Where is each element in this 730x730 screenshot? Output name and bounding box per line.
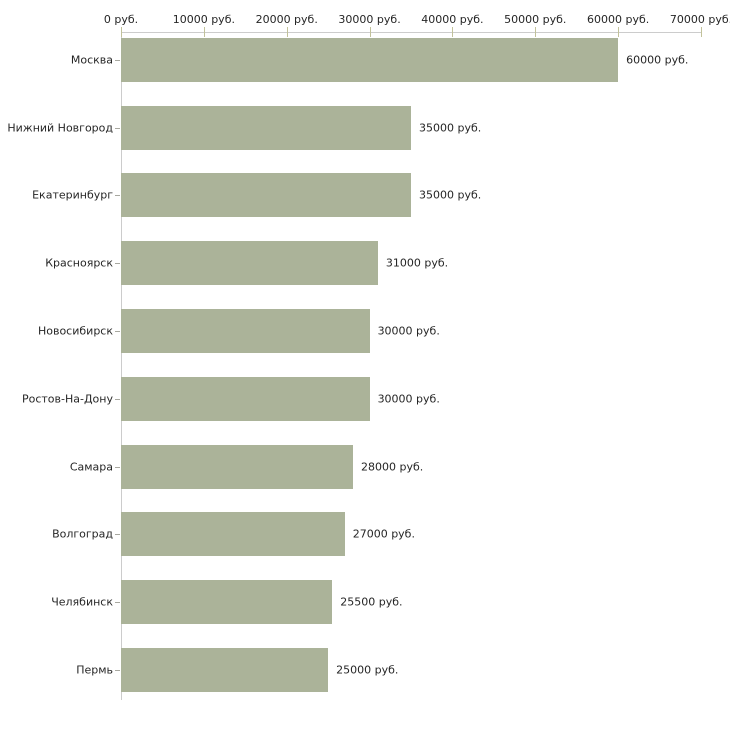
category-tick [115,534,120,536]
bar-row: Самара 28000 руб. [0,433,730,501]
x-tick-mark [121,27,122,37]
x-tick-mark [369,27,371,37]
category-tick [115,466,120,468]
category-label: Пермь [76,663,113,677]
x-tick-label: 50000 руб. [504,13,567,26]
x-tick-mark [203,27,205,37]
bar-row: Москва 60000 руб. [0,26,730,94]
bar-row: Красноярск 31000 руб. [0,229,730,297]
category-tick [115,59,120,61]
bar-row: Челябинск 25500 руб. [0,568,730,636]
bar [121,444,353,489]
value-label: 30000 руб. [377,324,440,338]
value-label: 35000 руб. [419,188,482,202]
bar [121,241,378,286]
category-tick [115,670,120,672]
x-tick-label: 40000 руб. [421,13,484,26]
category-label: Нижний Новгород [7,121,113,135]
x-tick-label: 70000 руб. [669,13,730,26]
bar-row: Ростов-На-Дону 30000 руб. [0,365,730,433]
category-tick [115,331,120,333]
bar [121,580,333,625]
bar-row: Пермь 25000 руб. [0,636,730,704]
value-label: 25000 руб. [336,663,399,677]
category-label: Ростов-На-Дону [21,392,113,406]
x-axis-line [121,32,702,33]
y-axis-line [121,27,122,700]
plot-area: Москва 60000 руб. Нижний Новгород 35000 … [0,26,730,704]
category-tick [115,398,120,400]
bar [121,648,329,693]
bar-row: Екатеринбург 35000 руб. [0,162,730,230]
x-tick-mark [452,27,454,37]
category-label: Екатеринбург [32,188,113,202]
x-tick-mark [286,27,288,37]
bar [121,37,619,82]
bar-row: Нижний Новгород 35000 руб. [0,94,730,162]
value-label: 25500 руб. [340,595,403,609]
bar-row: Волгоград 27000 руб. [0,501,730,569]
category-label: Самара [69,460,113,474]
bar-row: Новосибирск 30000 руб. [0,297,730,365]
x-tick-label: 0 руб. [103,13,139,26]
bar [121,105,411,150]
bar [121,376,370,421]
value-label: 30000 руб. [377,392,440,406]
x-tick-mark [701,27,702,37]
value-label: 28000 руб. [361,460,424,474]
bar [121,309,370,354]
x-tick-mark [535,27,537,37]
value-label: 60000 руб. [626,53,689,67]
category-tick [115,195,120,197]
category-label: Москва [70,53,113,67]
value-label: 31000 руб. [385,256,449,270]
bar [121,173,411,218]
x-tick-label: 10000 руб. [172,13,235,26]
x-tick-mark [618,27,620,37]
category-label: Красноярск [45,256,113,270]
category-label: Челябинск [51,595,113,609]
x-tick-label: 20000 руб. [255,13,318,26]
category-tick [115,602,120,604]
value-label: 27000 руб. [352,527,415,541]
x-tick-label: 60000 руб. [587,13,650,26]
category-label: Новосибирск [37,324,113,338]
category-tick [115,127,120,129]
category-tick [115,263,120,265]
category-label: Волгоград [52,527,113,541]
value-label: 35000 руб. [419,121,482,135]
bar [121,512,345,557]
x-tick-label: 30000 руб. [338,13,401,26]
